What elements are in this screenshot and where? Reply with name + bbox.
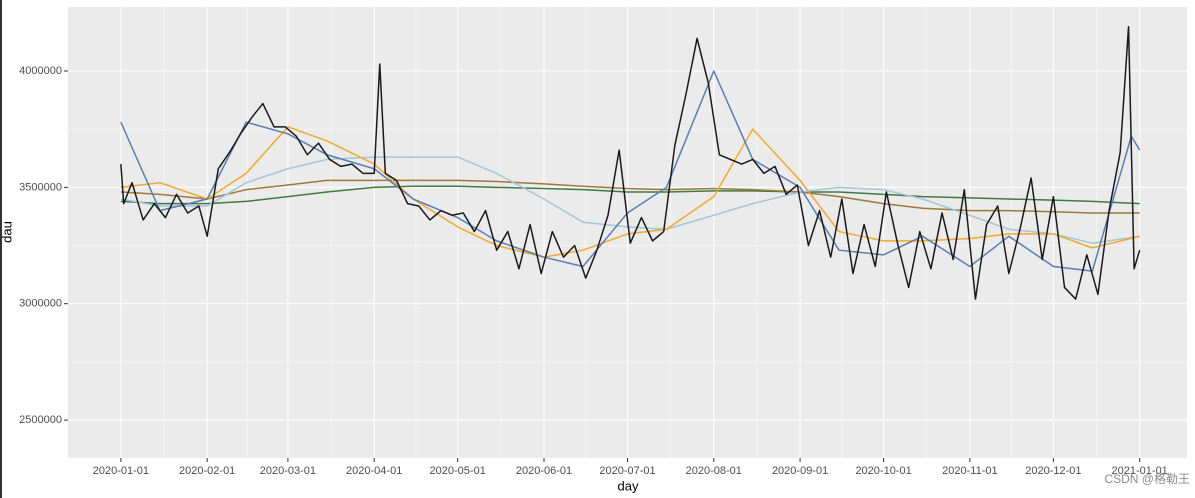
y-tick-label: 3000000 — [19, 298, 62, 310]
x-tick-label: 2020-02-01 — [179, 465, 235, 477]
series-line — [120, 70, 1141, 272]
series-line — [120, 26, 1141, 300]
series-line — [120, 185, 1140, 205]
lines — [120, 26, 1141, 300]
x-tick-label: 2020-03-01 — [260, 465, 316, 477]
y-axis-title: dau — [0, 221, 14, 243]
y-tick-label: 2500000 — [19, 414, 62, 426]
x-tick-label: 2021-01-01 — [1112, 465, 1168, 477]
grid — [68, 7, 1187, 458]
left-border — [0, 0, 2, 498]
x-tick-label: 2020-04-01 — [346, 465, 402, 477]
x-tick-label: 2020-01-01 — [93, 465, 149, 477]
x-tick-label: 2020-05-01 — [430, 465, 486, 477]
x-tick-label: 2020-11-01 — [942, 465, 997, 477]
series-line — [120, 179, 1140, 214]
y-tick-label: 4000000 — [19, 65, 62, 77]
x-tick-label: 2020-07-01 — [599, 465, 655, 477]
x-tick-label: 2020-12-01 — [1025, 465, 1081, 477]
series-line — [120, 156, 1140, 244]
x-tick-label: 2020-10-01 — [855, 465, 911, 477]
x-tick-label: 2020-09-01 — [772, 465, 828, 477]
y-tick-label: 3500000 — [19, 181, 62, 193]
watermark: CSDN @格勒王 — [1104, 471, 1190, 486]
x-tick-label: 2020-08-01 — [686, 465, 742, 477]
x-axis-title: day — [618, 478, 639, 493]
x-tick-label: 2020-06-01 — [516, 465, 572, 477]
